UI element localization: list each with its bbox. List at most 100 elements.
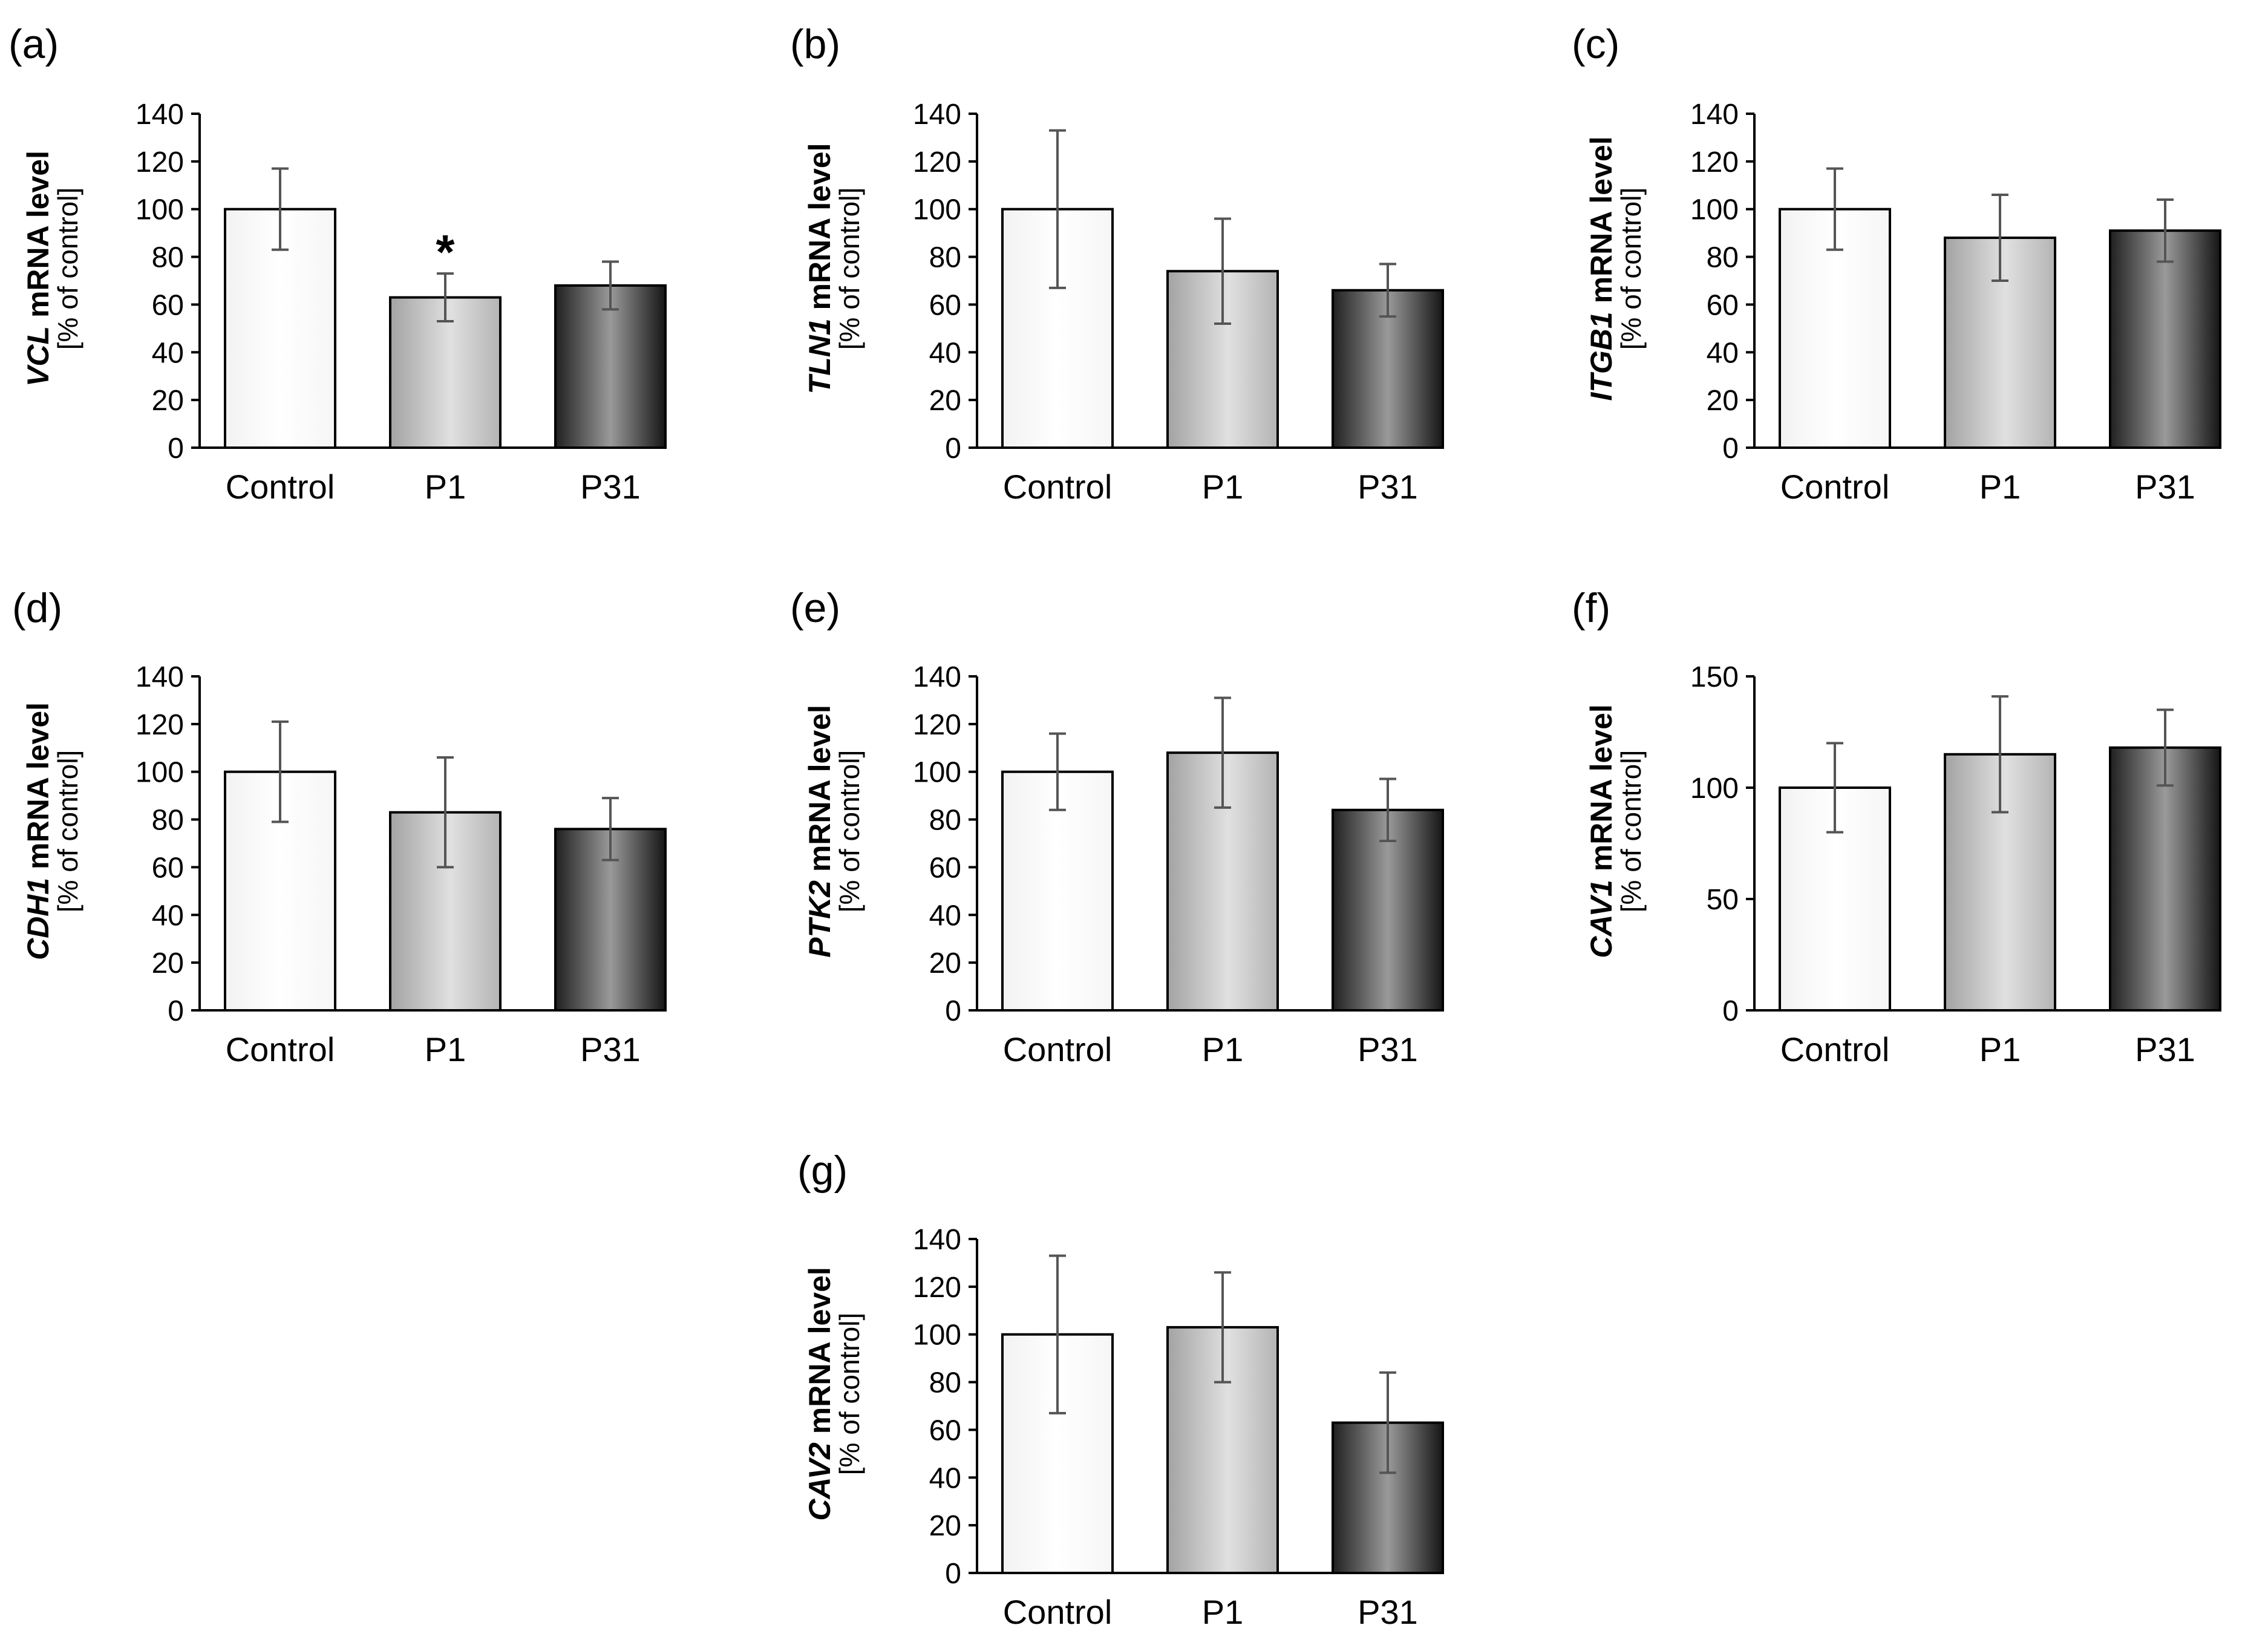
y-axis-gene: CAV2 (803, 1442, 837, 1521)
panel-label: (c) (1572, 21, 1619, 67)
y-tick-label: 20 (929, 947, 961, 979)
error-bar (602, 797, 619, 861)
panel-g: (g) CAV2 mRNA level [% of control] 0 20 40… (797, 1148, 1444, 1631)
y-axis-title: PTK2 mRNA level (803, 705, 837, 958)
error-bar (1049, 732, 1066, 811)
y-tick-label: 80 (152, 805, 184, 837)
y-tick-label: 80 (929, 805, 961, 837)
y-axis-gene: ITGB1 (1584, 312, 1618, 400)
y-tick-label: 120 (136, 146, 184, 178)
y-axis-subtitle: [% of control] (1615, 750, 1647, 912)
x-category-label: P31 (2135, 468, 2195, 506)
error-bar (1826, 742, 1843, 834)
error-bar (602, 260, 619, 311)
y-tick-label: 140 (913, 99, 961, 131)
y-axis-title: VCL mRNA level (21, 151, 55, 387)
y-axis-title: CDH1 mRNA level (21, 702, 55, 960)
y-tick-label: 140 (136, 99, 184, 131)
error-bar (2157, 198, 2174, 263)
y-tick-label: 0 (945, 433, 961, 465)
y-tick-label: 100 (1690, 194, 1739, 226)
y-tick-label: 140 (1690, 99, 1739, 131)
y-tick-label: 50 (1707, 884, 1739, 916)
y-tick-label: 80 (1707, 242, 1739, 274)
x-category-label: P31 (580, 1030, 641, 1068)
error-bar (1379, 1371, 1396, 1474)
error-bar (272, 720, 289, 823)
y-tick-label: 20 (929, 1510, 961, 1542)
x-category-label: P1 (1202, 1593, 1244, 1631)
error-bar (437, 756, 454, 869)
svg-text:CAV2 mRNA level: CAV2 mRNA level (803, 1267, 837, 1521)
panel-b: (b) TLN1 mRNA level [% of control] 0 20 40… (790, 21, 1444, 506)
bar-p31 (2109, 746, 2221, 1012)
y-tick-label: 150 (1690, 661, 1739, 693)
y-tick-label: 0 (1722, 433, 1739, 465)
y-axis-subtitle: [% of control] (834, 188, 865, 350)
panel-e: (e) PTK2 mRNA level [% of control] 0 20 40… (790, 585, 1444, 1068)
x-category-label: P1 (1979, 1030, 2021, 1068)
y-tick-label: 100 (136, 194, 184, 226)
y-tick-label: 20 (152, 947, 184, 979)
y-tick-label: 60 (152, 852, 184, 884)
x-category-label: P31 (580, 468, 641, 506)
x-category-label: Control (226, 468, 335, 506)
y-tick-label: 60 (929, 1414, 961, 1447)
error-bar (272, 167, 289, 251)
error-bar (1826, 167, 1843, 251)
y-tick-label: 120 (1690, 146, 1739, 178)
y-tick-label: 120 (913, 146, 961, 178)
y-axis-label: mRNA level (1584, 704, 1618, 880)
error-bar (1049, 129, 1066, 289)
y-tick-label: 80 (152, 242, 184, 274)
y-axis-gene: CDH1 (21, 878, 55, 960)
y-axis-label: mRNA level (21, 151, 55, 326)
y-tick-label: 80 (929, 242, 961, 274)
bar-p31 (1332, 1421, 1444, 1575)
panel-label: (a) (8, 21, 59, 67)
y-tick-label: 40 (929, 1462, 961, 1494)
y-axis-label: mRNA level (21, 702, 55, 878)
y-axis-label: mRNA level (803, 143, 837, 319)
error-bar (1214, 696, 1231, 809)
x-category-label: P31 (1358, 468, 1418, 506)
y-tick-label: 100 (913, 1319, 961, 1352)
y-tick-label: 100 (913, 194, 961, 226)
x-category-label: Control (1003, 468, 1113, 506)
error-bar (1992, 695, 2008, 814)
y-tick-label: 100 (1690, 773, 1739, 805)
x-category-label: Control (1780, 468, 1890, 506)
panel-label: (f) (1572, 585, 1610, 631)
error-bar (2157, 708, 2174, 787)
y-tick-label: 140 (913, 1224, 961, 1256)
x-category-label: Control (226, 1030, 335, 1068)
x-category-label: Control (1003, 1593, 1113, 1631)
y-tick-label: 120 (136, 709, 184, 741)
y-axis-label: mRNA level (1584, 136, 1618, 312)
x-category-label: P1 (1979, 468, 2021, 506)
svg-text:TLN1 mRNA level: TLN1 mRNA level (803, 143, 837, 394)
y-tick-label: 60 (1707, 289, 1739, 321)
y-tick-label: 0 (168, 433, 184, 465)
y-tick-label: 0 (945, 1558, 961, 1590)
error-bar (1049, 1254, 1066, 1414)
svg-text:VCL mRNA level: VCL mRNA level (21, 151, 55, 387)
y-axis-label: mRNA level (803, 705, 837, 880)
svg-text:CDH1 mRNA level: CDH1 mRNA level (21, 702, 55, 960)
panel-label: (b) (790, 21, 840, 67)
x-category-label: Control (1780, 1030, 1890, 1068)
y-tick-label: 140 (913, 661, 961, 693)
y-tick-label: 20 (1707, 385, 1739, 417)
y-tick-label: 120 (913, 709, 961, 741)
panel-a: (a) VCL mRNA level [% of control] 0 20 40 6… (8, 21, 667, 506)
svg-text:CAV1 mRNA level: CAV1 mRNA level (1584, 704, 1618, 958)
y-tick-label: 120 (913, 1272, 961, 1304)
y-axis-title: CAV1 mRNA level (1584, 704, 1618, 958)
error-bar (1992, 194, 2008, 282)
error-bar (1379, 263, 1396, 318)
bar-p31 (2109, 229, 2221, 449)
y-axis-subtitle: [% of control] (52, 750, 83, 912)
y-tick-label: 20 (152, 385, 184, 417)
y-axis-subtitle: [% of control] (1615, 188, 1647, 350)
